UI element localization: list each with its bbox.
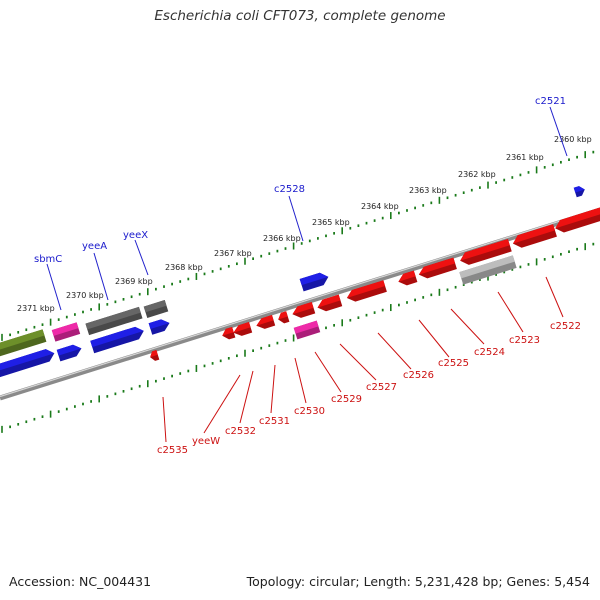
kbp-label: 2361 kbp bbox=[506, 153, 544, 162]
kbp-label: 2360 kbp bbox=[554, 135, 592, 144]
gene-label-yeea[interactable]: yeeA bbox=[82, 241, 107, 252]
gene-label-c2532[interactable]: c2532 bbox=[225, 426, 256, 437]
reverse-labels: c2522 c2523 c2524 c2525 c2526 c2527 c252… bbox=[157, 321, 581, 456]
forward-tick-row bbox=[1, 150, 595, 341]
reverse-gene[interactable] bbox=[511, 224, 557, 250]
reverse-gene[interactable] bbox=[291, 301, 316, 320]
reverse-callouts bbox=[162, 276, 564, 443]
reverse-gene[interactable] bbox=[277, 311, 290, 324]
genome-backbone bbox=[0, 207, 600, 401]
forward-gene[interactable] bbox=[148, 317, 172, 335]
reverse-gene[interactable] bbox=[316, 294, 343, 314]
gene-label-sbmc[interactable]: sbmC bbox=[34, 254, 62, 265]
topology-text: Topology: circular; Length: 5,231,428 bp… bbox=[246, 574, 590, 589]
gene-label-c2527[interactable]: c2527 bbox=[366, 382, 397, 393]
gene-label-c2531[interactable]: c2531 bbox=[259, 416, 290, 427]
reverse-gene[interactable] bbox=[417, 257, 457, 281]
reverse-gene[interactable] bbox=[345, 280, 387, 303]
forward-gene[interactable] bbox=[90, 325, 145, 354]
rna-feature[interactable] bbox=[51, 322, 81, 342]
reverse-gene[interactable] bbox=[149, 350, 160, 362]
reverse-gene[interactable] bbox=[232, 322, 253, 338]
reverse-gene[interactable] bbox=[458, 239, 512, 267]
page-title: Escherichia coli CFT073, complete genome bbox=[154, 8, 446, 24]
kbp-label: 2363 kbp bbox=[409, 186, 447, 195]
kbp-label: 2369 kbp bbox=[115, 277, 153, 286]
accession-text: Accession: NC_004431 bbox=[9, 574, 152, 589]
reverse-gene[interactable] bbox=[255, 315, 276, 331]
kbp-label: 2367 kbp bbox=[214, 249, 252, 258]
kbp-label: 2366 kbp bbox=[263, 234, 301, 243]
gene-label-c2523[interactable]: c2523 bbox=[509, 335, 540, 346]
gene-label-yeew[interactable]: yeeW bbox=[192, 436, 220, 447]
gene-label-c2529[interactable]: c2529 bbox=[331, 394, 362, 405]
rna-feature[interactable] bbox=[293, 320, 321, 340]
forward-gene[interactable] bbox=[0, 347, 56, 381]
forward-gene[interactable] bbox=[299, 271, 331, 292]
forward-gene[interactable] bbox=[56, 343, 83, 362]
gene-label-c2522[interactable]: c2522 bbox=[550, 321, 581, 332]
gene-label-c2526[interactable]: c2526 bbox=[403, 370, 434, 381]
gene-label-c2535[interactable]: c2535 bbox=[157, 445, 188, 456]
pseudo-gene[interactable] bbox=[143, 299, 169, 319]
kbp-label: 2362 kbp bbox=[458, 170, 496, 179]
kbp-label: 2364 kbp bbox=[361, 202, 399, 211]
forward-gene[interactable] bbox=[573, 185, 587, 198]
olive-feature[interactable] bbox=[0, 329, 47, 375]
kbp-label: 2370 kbp bbox=[66, 291, 104, 300]
forward-callouts bbox=[46, 106, 568, 311]
pseudo-gene[interactable] bbox=[85, 306, 143, 336]
kbp-label: 2365 kbp bbox=[312, 218, 350, 227]
gene-label-c2528[interactable]: c2528 bbox=[274, 184, 305, 195]
reverse-gene[interactable] bbox=[397, 270, 418, 288]
gene-label-c2530[interactable]: c2530 bbox=[294, 406, 325, 417]
reverse-gene[interactable] bbox=[553, 205, 600, 234]
pseudo-gene[interactable] bbox=[459, 255, 517, 285]
gene-label-c2525[interactable]: c2525 bbox=[438, 358, 469, 369]
reverse-gene[interactable] bbox=[221, 326, 236, 341]
gene-label-c2521[interactable]: c2521 bbox=[535, 96, 566, 107]
kbp-label: 2371 kbp bbox=[17, 304, 55, 313]
genome-backbone-highlight bbox=[0, 207, 600, 398]
kbp-label: 2368 kbp bbox=[165, 263, 203, 272]
kbp-labels: 2360 kbp 2361 kbp 2362 kbp 2363 kbp 2364… bbox=[17, 135, 592, 313]
gene-label-yeex[interactable]: yeeX bbox=[123, 230, 148, 241]
gene-label-c2524[interactable]: c2524 bbox=[474, 347, 505, 358]
gene-layer bbox=[0, 185, 600, 381]
forward-labels: c2521 c2528 yeeX yeeA sbmC bbox=[34, 96, 566, 265]
